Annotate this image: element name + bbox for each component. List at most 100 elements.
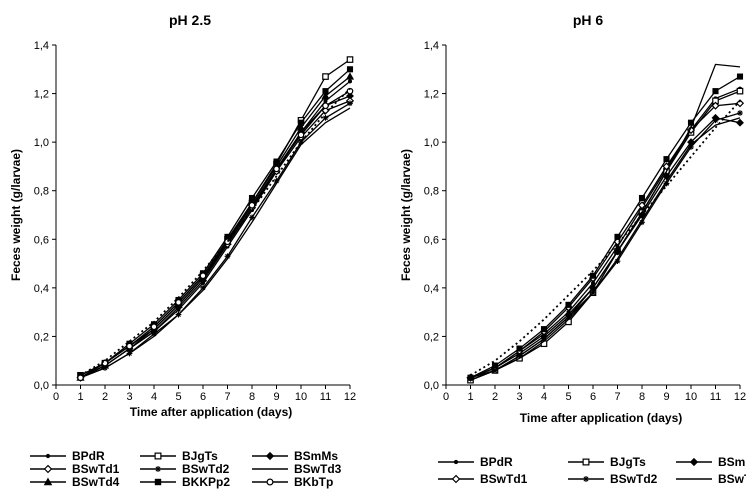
data-point [322, 114, 329, 121]
series-line [470, 112, 741, 379]
series-line [80, 59, 351, 376]
series-BSwTd1 [466, 99, 745, 382]
series-line [470, 117, 741, 381]
legend-marker [43, 477, 53, 486]
legend-item: BSwTd3 [676, 472, 746, 486]
x-tick-label: 0 [53, 391, 59, 403]
legend-marker [453, 459, 459, 465]
data-point [297, 119, 305, 126]
data-point [614, 258, 621, 265]
data-point [248, 194, 256, 202]
x-tick-label: 10 [295, 391, 307, 403]
legend-label: BPdR [480, 455, 513, 469]
x-tick-label: 5 [175, 391, 181, 403]
legend-marker [266, 478, 274, 486]
data-point [639, 219, 645, 226]
x-tick-label: 4 [541, 391, 547, 403]
chart-title: pH 6 [573, 12, 604, 28]
data-point [322, 88, 329, 95]
x-tick-label: 1 [467, 391, 473, 403]
data-point [637, 201, 647, 210]
legend-item: BSmMs [252, 449, 338, 463]
x-tick-label: 6 [590, 391, 596, 403]
data-point [736, 118, 744, 127]
data-point [322, 73, 329, 80]
x-tick-label: 7 [224, 391, 230, 403]
data-point [77, 374, 84, 382]
series-line [470, 100, 741, 377]
series-line [470, 88, 741, 379]
legend-item: BSwTd2 [140, 462, 230, 476]
y-tick-label: 1,0 [34, 137, 49, 149]
y-tick-label: 0,0 [424, 380, 439, 392]
y-tick-label: 1,2 [424, 89, 439, 101]
data-point [175, 299, 182, 306]
x-tick-label: 8 [639, 391, 645, 403]
legend-item: BJgTs [568, 455, 646, 469]
data-point [688, 144, 694, 150]
legend-item: BSwTd3 [252, 462, 342, 476]
data-point [711, 101, 720, 110]
data-point [589, 272, 597, 279]
x-axis-label: Time after application (days) [130, 405, 293, 419]
series-BSwTd1 [76, 96, 355, 382]
data-point [321, 91, 330, 100]
x-tick-label: 11 [320, 391, 331, 403]
legend-item: BKKPp2 [140, 475, 230, 489]
series-BSwTd2 [467, 110, 743, 381]
legend-marker [154, 452, 162, 460]
legend-item: BPdR [438, 455, 513, 469]
series-line [80, 76, 351, 379]
legend-item: BKbTp [252, 475, 333, 489]
x-tick-label: 6 [200, 391, 206, 403]
data-point [737, 110, 743, 116]
data-point [297, 131, 305, 139]
data-point [346, 56, 354, 63]
legend-item: BSwTd1 [438, 472, 528, 486]
x-tick-label: 4 [151, 391, 157, 403]
x-tick-label: 2 [492, 391, 498, 403]
legend-label: BPdR [72, 449, 105, 463]
y-tick-label: 1,2 [34, 89, 49, 101]
data-point [126, 342, 133, 350]
series-line [80, 107, 351, 379]
y-axis-label: Feces weight (g/larvae) [9, 149, 23, 281]
data-point [735, 99, 745, 108]
data-point [565, 301, 572, 308]
series-line [80, 80, 351, 379]
data-point [248, 201, 256, 209]
series-BPdR [468, 86, 743, 380]
data-point [347, 100, 353, 107]
y-tick-label: 0,4 [34, 283, 49, 295]
y-tick-label: 1,4 [34, 40, 49, 52]
legend-label: BSwTd1 [480, 472, 528, 486]
legend-label: BKbTp [294, 475, 333, 489]
data-point [540, 326, 548, 333]
series-BJgTs [77, 56, 354, 379]
series-unnamed-9 [470, 100, 741, 377]
data-point [224, 253, 231, 260]
data-point [200, 284, 206, 291]
y-tick-label: 0,2 [424, 331, 439, 343]
legend-item: BJgTs [140, 449, 218, 463]
y-tick-label: 1,0 [424, 137, 439, 149]
data-point [491, 362, 499, 369]
data-point [298, 139, 304, 146]
series-line [80, 88, 351, 377]
legend-label: BJgTs [182, 449, 218, 463]
data-point [663, 180, 670, 187]
data-point [516, 345, 523, 352]
legend-marker [582, 458, 590, 466]
data-point [345, 72, 355, 80]
data-point [151, 331, 157, 337]
y-tick-label: 1,4 [424, 40, 439, 52]
series-line [80, 68, 351, 376]
legend-label: BJgTs [610, 455, 646, 469]
series-BPdR [78, 79, 353, 380]
data-point [614, 233, 621, 240]
y-tick-label: 0,8 [424, 186, 439, 198]
legend-item: BPdR [30, 449, 105, 463]
data-point [687, 119, 695, 126]
x-tick-label: 2 [102, 391, 108, 403]
y-tick-label: 0,6 [34, 234, 49, 246]
